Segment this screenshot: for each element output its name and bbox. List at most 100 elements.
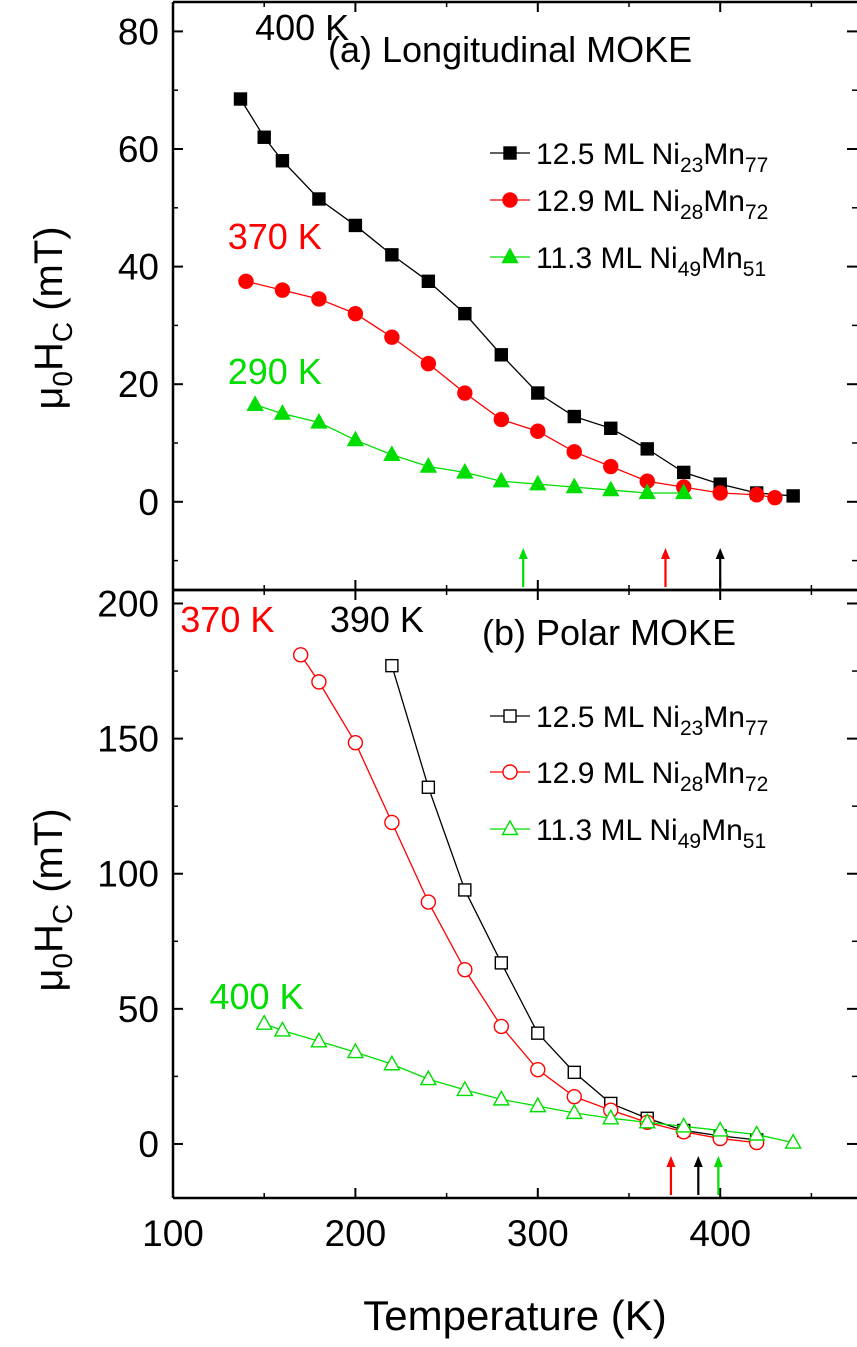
temperature-annotation: 290 K [228,351,322,392]
data-point [233,92,248,106]
data-point [457,385,473,401]
temperature-annotation: 370 K [228,216,322,257]
legend-entry: 12.9 ML Ni28Mn72 [490,757,768,796]
legend-label: 11.3 ML Ni49Mn51 [536,242,766,281]
arrow-head [660,548,670,559]
panel-b-polar-moke: 0 50 100 150 200 100 200 300 400 μ0HC (mT) Tempera… [27,584,857,1339]
data-point [238,273,254,289]
y-tick-label: 0 [138,482,159,523]
data-point [274,282,291,298]
y-tick-label: 40 [118,247,159,288]
arrow-head [518,548,528,559]
x-tick-label: 200 [325,1213,387,1254]
y-axis-label: μ0HC (mT) [27,808,78,991]
legend-label: 12.5 ML Ni23Mn77 [536,701,768,740]
data-point [275,154,290,168]
data-point [346,430,365,447]
series-line [245,280,776,499]
data-point [385,248,399,262]
x-tick-label: 400 [689,1213,751,1254]
legend-entry: 11.3 ML Ni49Mn51 [490,242,766,281]
data-point [347,734,364,751]
panel-a-longitudinal-moke: 0 20 40 60 80 μ0HC (mT) (a) Longitudinal MOKE 1… [27,0,857,592]
series-triangle [246,395,693,500]
data-point [531,1026,545,1040]
data-point [292,647,309,663]
y-tick-label: 60 [118,129,159,170]
data-point [420,355,437,372]
data-point [346,1042,365,1059]
data-point [711,1121,729,1137]
data-point [767,489,783,506]
data-point [419,1069,438,1086]
data-point [602,480,620,497]
data-point [712,485,728,501]
data-point [383,445,401,461]
legend-label: 12.9 ML Ni28Mn72 [536,757,768,796]
data-point [530,1061,546,1078]
data-point [565,477,583,494]
data-point [565,1103,583,1120]
legend-entry: 12.5 ML Ni23Mn77 [490,138,768,177]
data-point [311,674,327,690]
data-point [640,442,654,456]
temperature-annotation: 370 K [180,599,274,640]
data-point [567,1065,581,1080]
data-point [494,956,509,970]
panel-label: (b) Polar MOKE [482,612,736,653]
data-point [493,411,510,428]
arrow-head [715,548,725,559]
legend-marker [501,819,519,836]
y-tick-label: 80 [118,11,159,52]
data-point [747,1125,766,1141]
data-point [493,1018,510,1035]
legend-marker [503,146,517,160]
y-tick-label: 0 [138,1124,159,1165]
data-point [255,1014,273,1030]
data-point [458,883,472,897]
arrow-head [713,1156,723,1167]
series-circle [238,273,783,506]
y-tick-label: 50 [118,989,159,1030]
temperature-annotation: 400 K [255,7,349,48]
y-tick-label: 20 [118,364,159,405]
data-point [456,1080,474,1097]
legend-marker [501,247,519,264]
legend-marker [503,709,517,723]
data-point [602,1108,620,1125]
data-point [675,483,693,500]
data-point [530,423,546,439]
x-tick-label: 300 [507,1213,569,1254]
data-point [492,1089,511,1106]
data-point [420,894,437,910]
data-point [604,421,618,435]
data-point [456,462,474,479]
data-point [348,218,363,233]
data-point [385,658,399,673]
data-point [567,409,581,424]
data-point [494,348,509,362]
y-axis-label: μ0HC (mT) [27,226,78,409]
y-tick-label: 100 [97,854,159,895]
temperature-annotation: 390 K [330,599,424,640]
data-point [347,305,364,322]
data-point [311,291,327,307]
data-point [312,192,326,206]
arrow-head [666,1156,676,1167]
legend-entry: 12.9 ML Ni28Mn72 [490,185,768,224]
x-tick-label: 100 [142,1213,204,1254]
data-point [310,1031,328,1048]
data-point [492,471,511,488]
data-point [457,961,473,978]
series-triangle [255,1014,802,1149]
data-point [675,1116,693,1133]
legend-marker [502,192,518,208]
y-tick-label: 200 [97,584,159,625]
arrow-head [693,1156,703,1167]
data-point [748,487,765,503]
data-point [638,1112,656,1129]
data-point [529,1096,547,1113]
data-point [257,130,271,144]
data-point [246,395,264,411]
